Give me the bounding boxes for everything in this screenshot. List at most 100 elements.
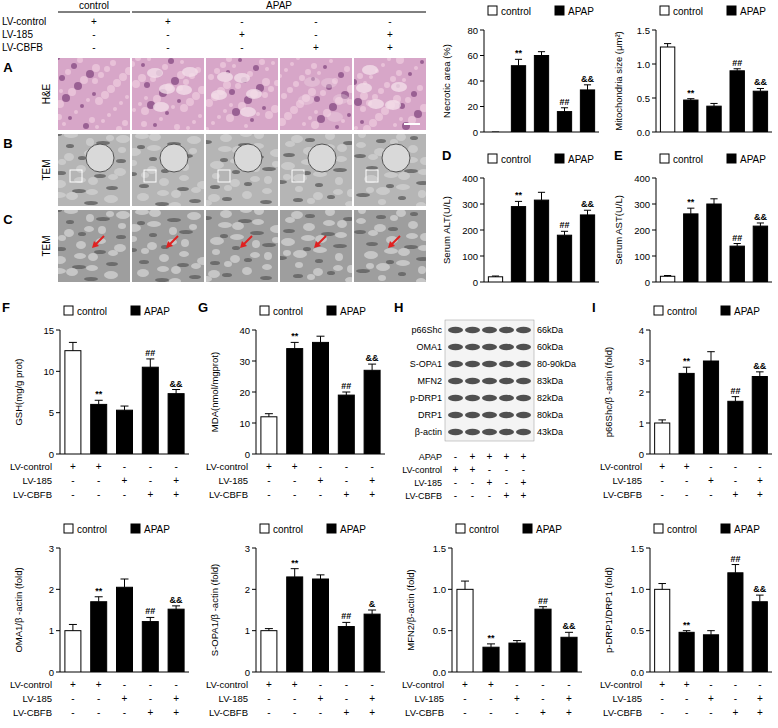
tick <box>252 672 256 673</box>
error-bar <box>291 569 299 577</box>
texture <box>171 190 181 198</box>
texture <box>107 113 111 117</box>
texture <box>280 74 282 78</box>
texture <box>290 62 294 66</box>
condition-mark: - <box>522 464 525 475</box>
condition-label: LV-CBFB <box>603 489 642 500</box>
texture <box>116 126 122 130</box>
texture <box>135 134 149 139</box>
condition-label: LV-185 <box>613 693 642 704</box>
condition-mark: - <box>92 29 95 40</box>
texture <box>223 109 227 113</box>
bar <box>752 602 767 672</box>
condition-mark: - <box>345 679 348 690</box>
texture <box>250 231 264 235</box>
texture <box>155 202 169 206</box>
condition-label: APAP <box>419 452 442 462</box>
texture <box>398 172 410 180</box>
band <box>448 344 463 350</box>
texture <box>110 60 116 66</box>
legend-swatch <box>327 524 336 533</box>
condition-mark: - <box>293 489 296 500</box>
texture <box>125 95 129 99</box>
necrosis <box>211 90 227 100</box>
bar <box>703 361 718 454</box>
band <box>465 344 480 350</box>
texture <box>317 71 321 75</box>
condition-mark: + <box>165 16 171 27</box>
legend-label: control <box>667 306 697 317</box>
texture <box>84 277 98 281</box>
necrosis <box>362 65 378 75</box>
texture <box>106 262 118 266</box>
tick <box>646 330 650 331</box>
legend-label: control <box>673 6 703 17</box>
texture <box>171 77 179 85</box>
plot-area <box>488 192 594 282</box>
texture <box>293 81 299 87</box>
size-label: 66kDa <box>537 325 563 335</box>
texture <box>308 88 316 96</box>
tick-label: 20 <box>467 101 478 112</box>
tick <box>652 230 656 231</box>
texture <box>396 58 404 64</box>
condition-mark: - <box>97 475 100 486</box>
tick <box>56 548 60 549</box>
arrow-head <box>166 241 173 248</box>
band <box>465 361 480 367</box>
bar <box>707 204 721 282</box>
tick <box>252 454 256 455</box>
error-bar <box>121 579 129 587</box>
texture <box>305 214 315 218</box>
texture <box>122 120 128 126</box>
axis-title: S-OPA1/β -actin (fold) <box>209 564 220 656</box>
texture <box>354 79 357 85</box>
condition-mark: - <box>734 475 737 486</box>
condition-mark: - <box>758 461 761 472</box>
condition-mark: - <box>454 490 457 501</box>
texture <box>58 210 62 212</box>
texture <box>408 221 418 229</box>
texture <box>66 220 74 224</box>
bar <box>753 226 767 282</box>
y-axis <box>452 548 453 672</box>
condition-mark: + <box>566 693 572 704</box>
band <box>482 412 497 418</box>
tick <box>56 330 60 331</box>
legend-label: APAP <box>144 306 170 317</box>
legend-label: APAP <box>144 524 170 535</box>
error-bar <box>687 208 694 214</box>
legend-label: APAP <box>734 524 760 535</box>
tick-label: 300 <box>634 199 650 210</box>
texture <box>192 92 200 100</box>
necrosis <box>234 73 250 83</box>
texture <box>281 93 287 99</box>
image-bg <box>354 58 426 130</box>
plot-area <box>660 199 767 282</box>
tick-label: 1 <box>245 625 250 636</box>
texture <box>149 233 157 237</box>
condition-mark: + <box>504 490 510 501</box>
texture <box>230 179 240 187</box>
error-bar <box>342 622 350 626</box>
significance: ** <box>683 620 691 630</box>
texture <box>272 161 278 167</box>
condition-mark: + <box>292 679 298 690</box>
texture <box>376 139 386 143</box>
texture <box>177 99 181 103</box>
texture <box>262 106 266 110</box>
texture <box>137 193 149 201</box>
texture <box>384 172 398 178</box>
tick-label: 1.5 <box>637 25 650 36</box>
tick-label: 80 <box>467 25 478 36</box>
texture <box>354 126 358 130</box>
texture <box>327 195 335 199</box>
bar <box>580 90 594 132</box>
texture <box>303 247 311 251</box>
texture <box>252 219 264 225</box>
texture <box>360 92 368 100</box>
error-bar <box>172 606 180 609</box>
texture <box>58 100 64 108</box>
significance: && <box>754 77 767 87</box>
texture <box>218 146 232 152</box>
